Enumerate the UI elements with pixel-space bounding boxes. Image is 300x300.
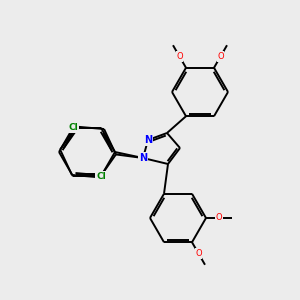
Text: Cl: Cl <box>68 123 78 132</box>
Text: N: N <box>139 153 147 163</box>
Text: O: O <box>176 52 183 61</box>
Text: Cl: Cl <box>96 172 106 181</box>
Text: N: N <box>144 135 152 145</box>
Text: O: O <box>217 52 224 61</box>
Text: O: O <box>216 214 222 223</box>
Text: O: O <box>195 249 202 258</box>
